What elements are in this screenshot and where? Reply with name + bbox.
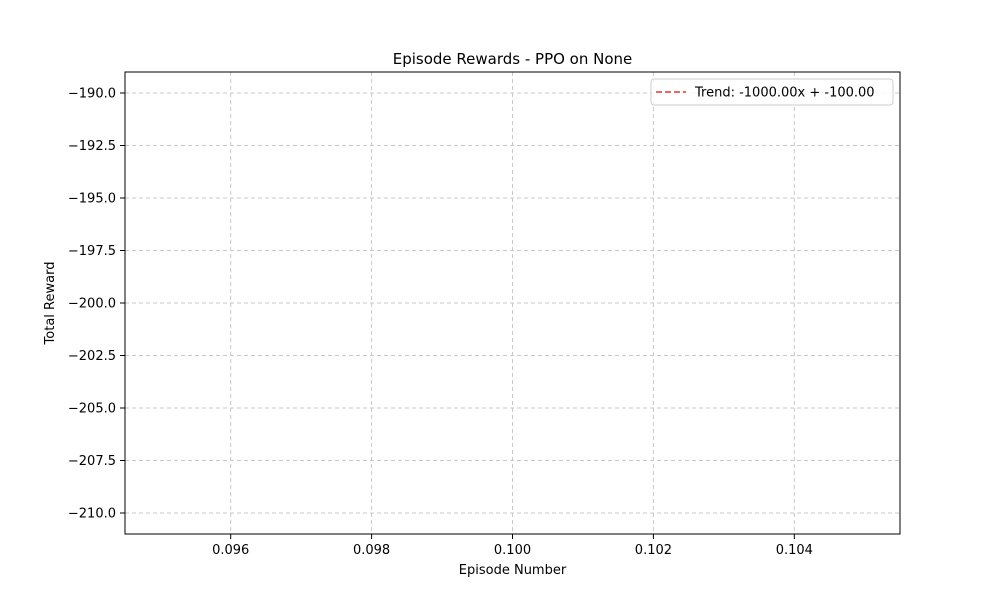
y-tick-label: −192.5 (68, 139, 116, 154)
y-tick-label: −195.0 (68, 192, 116, 207)
x-tick-label: 0.096 (212, 543, 249, 558)
grid-layer (125, 72, 900, 534)
y-tick-label: −190.0 (68, 87, 116, 102)
x-tick-label: 0.104 (776, 543, 813, 558)
x-tick-label: 0.098 (353, 543, 390, 558)
x-axis-title: Episode Number (459, 563, 567, 578)
y-tick-label: −207.5 (68, 454, 116, 469)
legend-label-trend: Trend: -1000.00x + -100.00 (694, 86, 875, 101)
y-tick-label: −197.5 (68, 244, 116, 259)
x-tick-label: 0.102 (635, 543, 672, 558)
legend-box (650, 78, 894, 106)
chart-title: Episode Rewards - PPO on None (393, 50, 633, 68)
x-tick-label: 0.100 (494, 543, 531, 558)
y-axis-ticks: −190.0 −192.5 −195.0 −197.5 −200.0 −202.5 −205… (68, 87, 125, 522)
legend: Trend: -1000.00x + -100.00 (650, 78, 894, 106)
y-tick-label: −200.0 (68, 297, 116, 312)
y-tick-label: −202.5 (68, 349, 116, 364)
y-tick-label: −205.0 (68, 402, 116, 417)
y-axis-title: Total Reward (43, 262, 58, 346)
x-axis-ticks: 0.096 0.098 0.100 0.102 0.104 (212, 534, 813, 558)
y-tick-label: −210.0 (68, 507, 116, 522)
